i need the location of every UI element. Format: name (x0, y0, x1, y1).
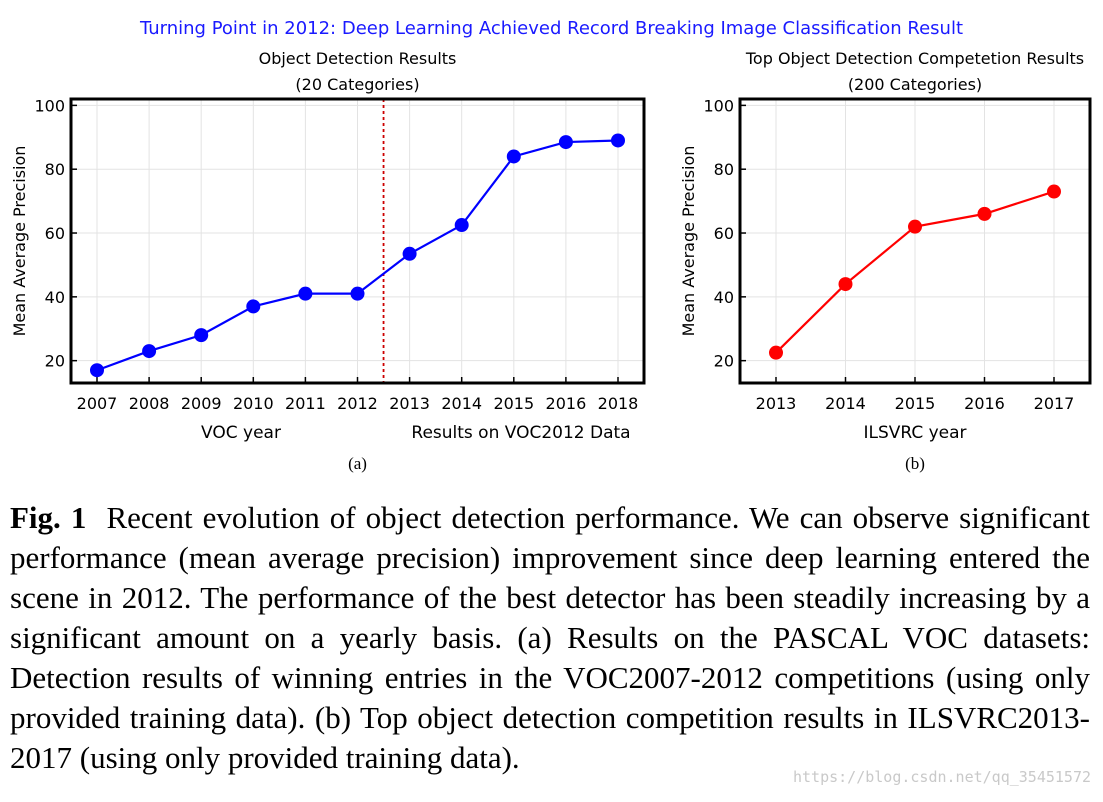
data-point (558, 135, 573, 150)
x-tick-label: 2015 (493, 394, 534, 413)
panel-label: (a) (348, 454, 367, 473)
x-tick-label: 2016 (964, 394, 1005, 413)
data-point (506, 149, 521, 164)
chart-title: Top Object Detection Competetion Results (745, 49, 1084, 68)
x-tick-label: 2015 (895, 394, 936, 413)
x-tick-label: 2014 (825, 394, 866, 413)
y-axis-label: Mean Average Precision (10, 146, 29, 337)
panel-label: (b) (905, 454, 925, 473)
data-point (977, 206, 992, 221)
y-tick-label: 40 (45, 288, 65, 307)
data-point (350, 286, 365, 301)
x-tick-label: 2007 (77, 394, 118, 413)
x-tick-label: 2014 (441, 394, 482, 413)
x-tick-label: 2011 (285, 394, 326, 413)
data-point (298, 286, 313, 301)
y-tick-label: 80 (45, 160, 65, 179)
x-tick-label: 2018 (598, 394, 639, 413)
caption-text: Recent evolution of object detection per… (10, 500, 1090, 775)
data-point (769, 345, 783, 360)
caption-label: Fig. 1 (10, 500, 87, 535)
data-point (454, 218, 469, 233)
chart-ilsvrc: Top Object Detection Competetion Results… (679, 49, 1092, 473)
watermark: https://blog.csdn.net/qq_35451572 (792, 768, 1091, 786)
figure-caption: Fig. 1 Recent evolution of object detect… (10, 498, 1090, 778)
data-point (90, 363, 104, 378)
chart-subtitle: (20 Categories) (295, 75, 419, 94)
y-tick-label: 100 (703, 96, 734, 115)
x-tick-label: 2008 (129, 394, 170, 413)
x-tick-label: 2016 (546, 394, 587, 413)
plot-frame (738, 97, 1092, 385)
data-point (908, 219, 922, 234)
chart-title: Object Detection Results (259, 49, 457, 68)
figure-supertitle: Turning Point in 2012: Deep Learning Ach… (139, 18, 964, 39)
chart-subtitle: (200 Categories) (848, 75, 982, 94)
x-tick-label: 2013 (389, 394, 430, 413)
y-tick-label: 20 (45, 352, 65, 371)
x-tick-label: 2017 (1034, 394, 1075, 413)
y-tick-label: 80 (714, 160, 734, 179)
x-tick-label: 2013 (756, 394, 797, 413)
data-point (838, 277, 853, 292)
plot-frame (69, 97, 646, 385)
data-point (402, 246, 417, 261)
data-point (142, 344, 157, 359)
data-point (246, 299, 261, 314)
x-tick-label: 2012 (337, 394, 378, 413)
chart-voc: Object Detection Results (20 Categories) 2… (10, 49, 646, 473)
data-point (1047, 184, 1061, 199)
x-axis-label: ILSVRC year (863, 423, 966, 443)
y-tick-label: 100 (34, 96, 65, 115)
y-tick-label: 60 (45, 224, 65, 243)
y-tick-label: 40 (714, 288, 734, 307)
x-tick-label: 2009 (181, 394, 222, 413)
y-axis-label: Mean Average Precision (679, 146, 698, 337)
x-axis-label: VOC year (201, 423, 281, 443)
y-tick-label: 60 (714, 224, 734, 243)
x-tick-label: 2010 (233, 394, 274, 413)
x-axis-label-right: Results on VOC2012 Data (411, 423, 630, 443)
data-point (611, 133, 625, 148)
data-point (194, 328, 209, 343)
y-tick-label: 20 (714, 352, 734, 371)
